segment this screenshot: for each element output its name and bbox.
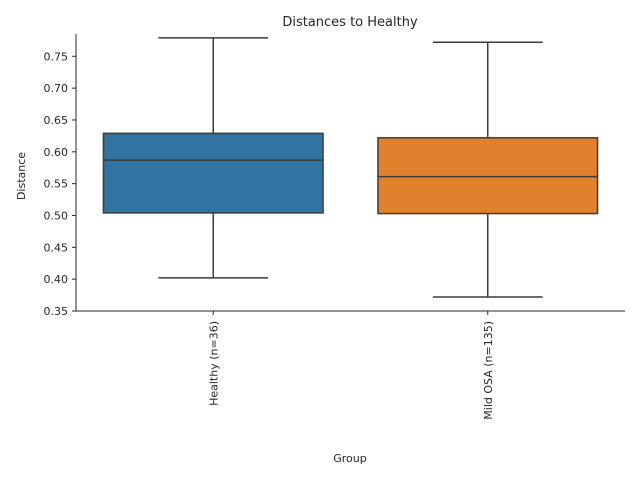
y-tick-label: 0.65 [44, 114, 69, 127]
y-axis-label: Distance [15, 152, 28, 200]
plot-area [102, 37, 599, 298]
y-axis-ticks: 0.35 0.40 0.45 0.50 0.55 0.60 0.65 0.70 0.75 [44, 50, 76, 318]
box-0 [102, 37, 324, 279]
iqr-box [102, 132, 324, 214]
x-axis-label: Group [333, 452, 367, 465]
box-1 [377, 41, 599, 298]
x-axis-ticks: Healthy (n=36) Mild OSA (n=135) [207, 311, 495, 420]
y-tick-label: 0.40 [44, 273, 69, 286]
y-tick-label: 0.50 [44, 209, 69, 222]
y-tick-label: 0.60 [44, 146, 69, 159]
y-tick-label: 0.70 [44, 82, 69, 95]
y-tick-label: 0.35 [44, 305, 69, 318]
y-tick-label: 0.45 [44, 241, 69, 254]
x-tick-label: Healthy (n=36) [207, 321, 220, 406]
y-tick-label: 0.55 [44, 178, 69, 191]
x-tick-label: Mild OSA (n=135) [482, 321, 495, 420]
iqr-box [377, 137, 599, 215]
chart-title: Distances to Healthy [282, 15, 418, 30]
y-tick-label: 0.75 [44, 50, 69, 63]
